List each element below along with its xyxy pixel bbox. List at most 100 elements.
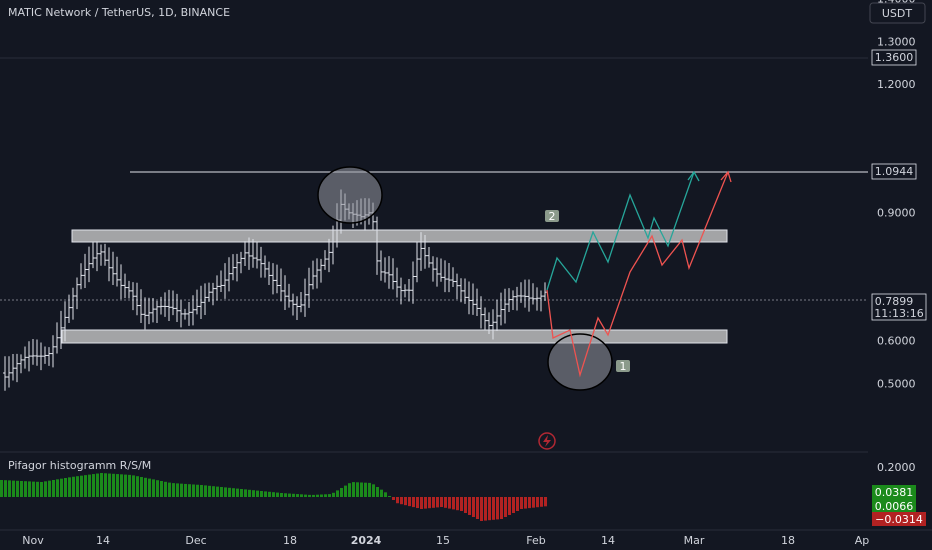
svg-text:0.0381: 0.0381 [875,486,914,499]
histogram-bar [96,473,99,497]
indicator-title[interactable]: Pifagor histogramm R/S/M [8,459,151,472]
histogram-bar [108,473,111,497]
histogram-bar [344,485,347,497]
histogram-bar [172,483,175,497]
time-tick-label: 18 [283,534,297,547]
time-tick-label: Nov [22,534,44,547]
indicator-histogram [0,473,547,521]
time-tick-label: 14 [601,534,615,547]
time-tick-label: 14 [96,534,110,547]
histogram-bar [212,486,215,497]
svg-text:1.0944: 1.0944 [875,165,914,178]
histogram-bar [388,496,391,497]
time-tick-label: Dec [185,534,206,547]
time-axis[interactable]: Nov 14 Dec 18 2024 15 Feb 14 Mar 18 Ap [22,534,869,547]
highlight-circle-bottom [547,333,613,391]
histogram-bar [48,480,51,497]
currency-button[interactable]: USDT [869,2,926,24]
histogram-bar [484,497,487,521]
histogram-bar [80,475,83,497]
histogram-bar [24,481,27,497]
histogram-bar [460,497,463,511]
histogram-bar [136,476,139,497]
histogram-bar [500,497,503,519]
histogram-bar [0,480,3,497]
histogram-bar [72,476,75,497]
histogram-bar [160,481,163,497]
histogram-bar [152,479,155,497]
histogram-bar [88,474,91,497]
histogram-bar [192,484,195,497]
histogram-bar [468,497,471,515]
time-tick-label: 15 [436,534,450,547]
histogram-bar [260,491,263,497]
svg-text:2: 2 [549,210,556,223]
histogram-bar [20,481,23,497]
histogram-bar [200,485,203,497]
histogram-bar [436,497,439,508]
histogram-bar [176,483,179,497]
histogram-bar [336,490,339,497]
histogram-bar [140,477,143,497]
time-tick-label: Feb [526,534,545,547]
histogram-bar [208,485,211,497]
histogram-bar [480,497,483,521]
histogram-bar [520,497,523,509]
current-price-label: 0.7899 11:13:16 [871,293,927,321]
histogram-bar [40,482,43,497]
time-tick-label: Mar [684,534,705,547]
histogram-bar [384,492,387,497]
histogram-bar [308,494,311,497]
histogram-bar [128,474,131,497]
lightning-icon[interactable] [538,432,556,450]
histogram-bar [456,497,459,511]
histogram-bar [264,491,267,497]
histogram-bar [332,492,335,497]
bearish-projection-path[interactable] [546,171,729,378]
symbol-title[interactable]: MATIC Network / TetherUS, 1D, BINANCE [8,6,230,19]
price-tick-label: 0.5000 [877,377,916,390]
price-label-1360: 1.3600 [871,49,917,66]
histogram-bar [304,494,307,497]
histogram-bar [292,493,295,497]
histogram-bar [156,480,159,497]
bullish-projection-path[interactable] [546,171,695,291]
histogram-bar [464,497,467,513]
histogram-bar [132,475,135,497]
histogram-bar [44,481,47,497]
histogram-bar [180,483,183,497]
histogram-bar [288,493,291,497]
histogram-bar [472,497,475,517]
histogram-bar [196,484,199,497]
zone-badge-2[interactable]: 2 [545,210,559,223]
histogram-bar [248,489,251,497]
histogram-bar [232,488,235,497]
histogram-bar [280,493,283,497]
histogram-bar [64,478,67,497]
histogram-bar [204,485,207,497]
histogram-bar [300,494,303,497]
histogram-bar [496,497,499,520]
zone-badge-1[interactable]: 1 [616,360,630,373]
price-tick-label: 1.2000 [877,78,916,91]
histogram-bar [348,483,351,497]
histogram-bar [104,473,107,497]
histogram-bar [444,497,447,508]
histogram-bar [452,497,455,510]
histogram-bar [100,473,103,497]
histogram-bar [124,474,127,497]
histogram-bar [8,480,11,497]
resistance-zone[interactable] [71,229,728,243]
histogram-bar [16,480,19,497]
histogram-bar [92,474,95,497]
histogram-bar [12,480,15,497]
histogram-bar [524,497,527,509]
histogram-bar [236,488,239,497]
histogram-bar [56,479,59,497]
histogram-bar [168,482,171,497]
histogram-bar [148,478,151,497]
histogram-bar [324,494,327,497]
support-zone[interactable] [61,329,728,344]
histogram-bar [404,497,407,506]
